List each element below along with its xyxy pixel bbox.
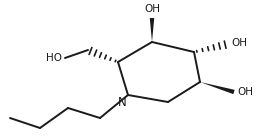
- Polygon shape: [200, 82, 235, 94]
- Text: HO: HO: [46, 53, 62, 63]
- Text: OH: OH: [231, 38, 247, 48]
- Text: OH: OH: [144, 4, 160, 14]
- Text: OH: OH: [237, 87, 253, 97]
- Polygon shape: [150, 18, 154, 42]
- Text: N: N: [118, 96, 126, 109]
